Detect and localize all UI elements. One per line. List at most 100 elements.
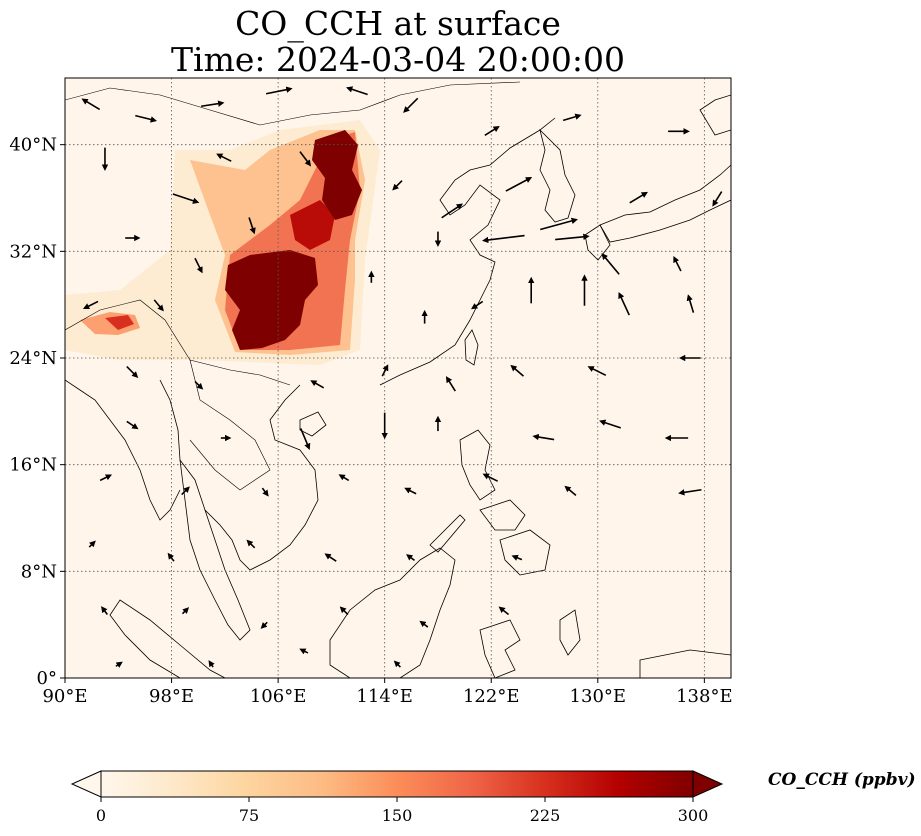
colorbar-label: CO_CCH (ppbv) [768,770,916,790]
graticule [65,78,731,678]
wind-arrow [403,97,419,113]
wind-arrow [339,606,349,616]
coastline-mindanao [499,529,551,576]
wind-arrow [562,113,582,122]
coastline-korea [539,128,576,223]
wind-arrow [261,487,269,497]
coastline-japan-hokkaido [699,94,731,136]
wind-arrow [324,553,337,562]
coastlines-and-borders [65,81,731,678]
wind-arrow [126,365,139,378]
wind-arrow [532,433,555,441]
wind-arrow [265,86,293,95]
plume-core-sichuan [225,250,318,350]
wind-arrow [194,380,204,390]
lat-tick-label: 32°N [9,241,57,262]
wind-arrow [470,300,484,310]
wind-arrow [135,114,158,123]
plume-myanmar-core [105,315,134,330]
wind-arrow [338,474,350,482]
colorbar-tick-label: 75 [239,806,259,825]
wind-arrow [310,380,325,389]
wind-arrow [629,191,648,204]
wind-arrow [564,485,577,496]
coastline-palawan [429,514,466,553]
wind-arrow [81,98,101,111]
lon-tick-label: 106°E [250,686,307,707]
longitude-axis: 90°E 98°E 106°E 114°E 122°E 130°E 138°E [42,678,733,707]
border-china-mongolia [65,81,521,126]
wind-arrow [246,539,256,549]
wind-arrow [673,255,682,272]
wind-arrow [601,253,620,275]
wind-arrow [618,291,630,316]
map-layers [65,78,731,678]
coastline-china [379,117,556,386]
colorbar-tick-label: 0 [96,806,106,825]
lat-tick-label: 24°N [9,348,57,369]
coastline-malay-peninsula [179,459,251,641]
latitude-axis: 0° 8°N 16°N 24°N 32°N 40°N [9,135,65,689]
wind-arrow [99,474,113,482]
colorbar-tick-label: 150 [382,806,413,825]
wind-arrow [181,607,190,615]
colorbar-extend-min [70,770,102,798]
lat-tick-label: 16°N [9,455,57,476]
plume-core-north [312,130,362,220]
co-concentration-field [65,120,380,365]
wind-arrow [587,366,607,377]
wind-arrow [678,488,702,496]
colorbar: 0 75 150 225 300 [70,770,724,825]
plume-core-east [290,200,335,250]
wind-arrow [260,621,268,629]
wind-arrow [115,661,123,668]
wind-arrow [393,660,401,668]
wind-arrow [300,428,311,450]
wind-arrow [404,487,417,495]
wind-arrow [419,620,429,628]
map-background [65,78,731,678]
colorbar-tick-label: 300 [678,806,709,825]
border-indochina-interior [189,359,271,491]
wind-arrow [555,233,590,241]
colorbar-extend-max [692,770,724,798]
wind-arrow [126,420,139,430]
wind-arrow [346,86,368,96]
wind-arrow [505,177,533,192]
coastline-sumatra [109,599,226,678]
lon-tick-label: 90°E [42,686,87,707]
lon-tick-label: 138°E [676,686,733,707]
wind-arrow [599,419,621,429]
lon-tick-label: 130°E [570,686,627,707]
wind-arrow [299,648,309,655]
wind-arrow [216,153,232,162]
wind-arrow [153,299,164,312]
lon-tick-label: 114°E [356,686,413,707]
wind-arrow [101,606,108,616]
coastline-sulawesi [479,619,521,678]
wind-arrow [406,554,415,562]
coastline-taiwan [464,329,479,366]
wind-arrow [299,151,312,167]
coastline-luzon [459,429,496,501]
wind-arrow [194,257,203,274]
plot-title-line-1: CO_CCH at surface [235,4,561,43]
lat-tick-label: 40°N [9,135,57,156]
colorbar-gradient [100,770,694,798]
coastline-halmahera [559,609,581,656]
coastline-borneo [329,547,456,678]
colorbar-tick-label: 225 [530,806,561,825]
wind-arrow [441,203,464,219]
coastline-visayas [479,499,526,531]
lat-tick-label: 8°N [21,561,57,582]
wind-arrow [381,364,389,377]
wind-arrow [392,180,403,191]
colorbar-ticks: 0 75 150 225 300 [96,797,708,825]
wind-arrow [540,217,578,231]
wind-arrow [686,294,695,313]
coastline-myanmar [65,379,181,521]
coastline-japan-honshu [599,164,731,243]
wind-vectors [81,86,723,668]
wind-arrow [482,234,525,244]
